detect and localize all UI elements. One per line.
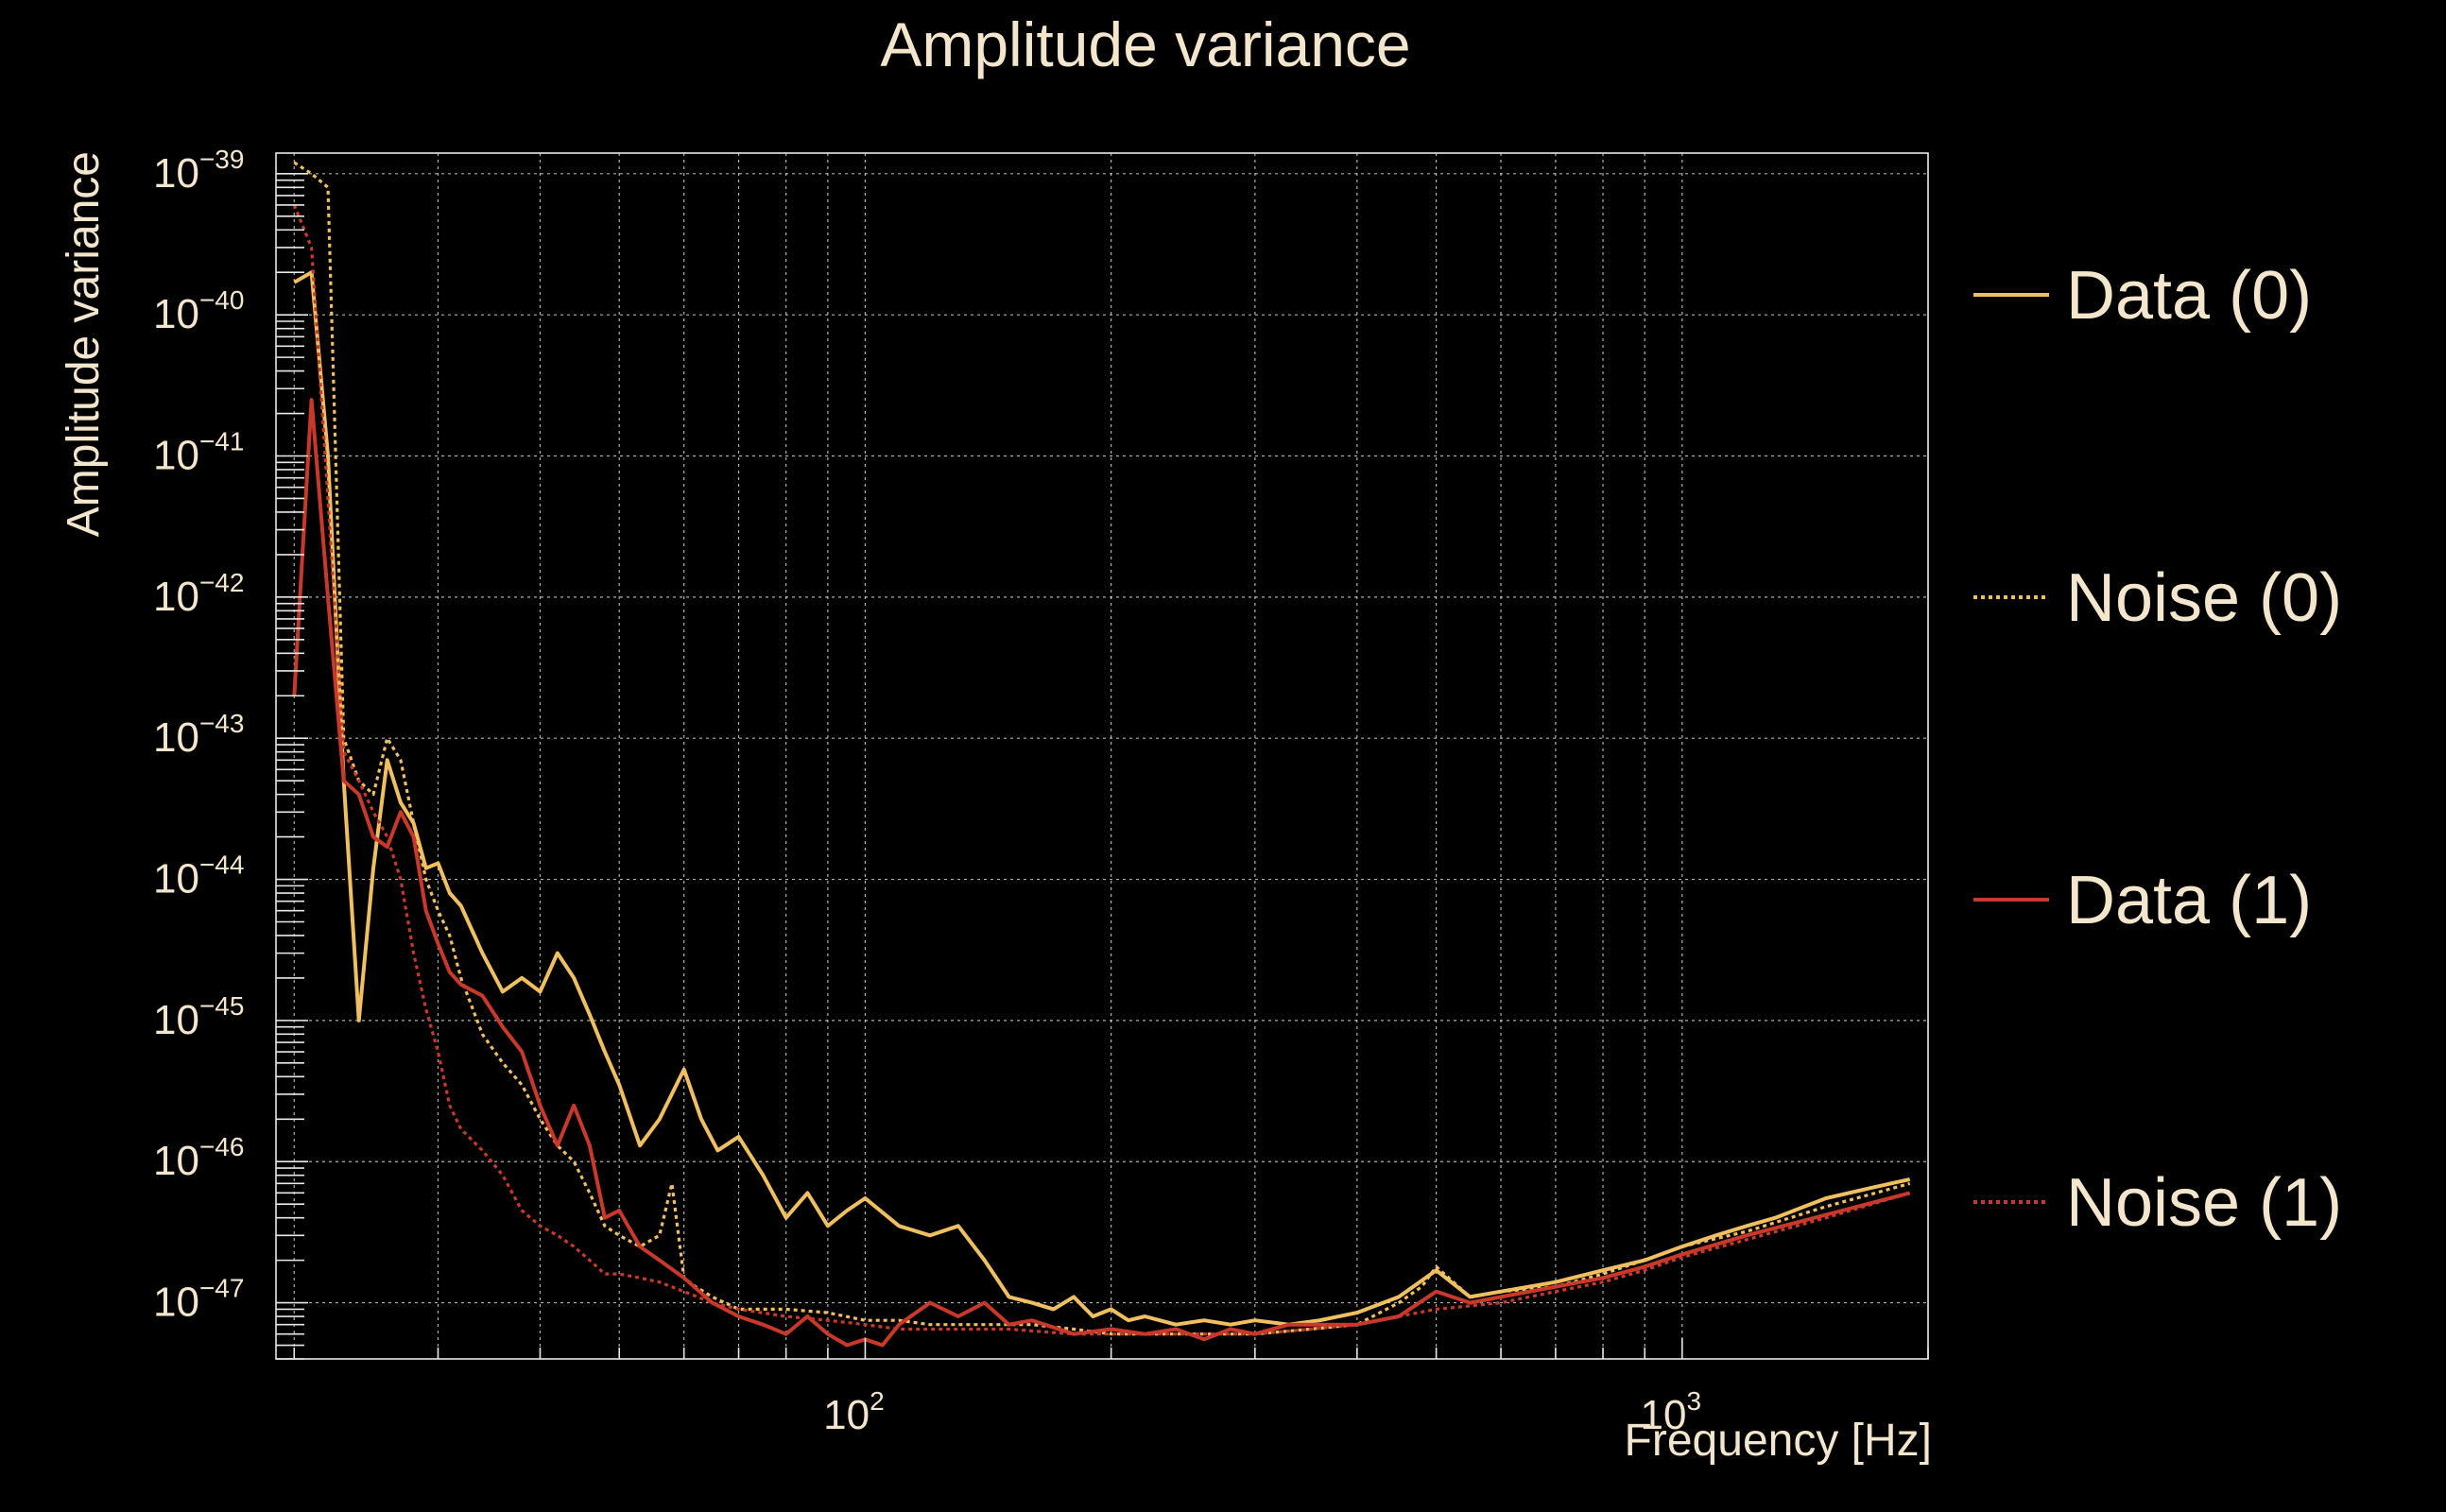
y-tick-label: 10−47 xyxy=(153,1274,244,1326)
series-line-1 xyxy=(293,270,1911,1327)
axis-ticks: 10−39 10−40 10−41 10−42 10−43 10−44 10−45 10−46… xyxy=(153,145,1929,1438)
x-tick-label: 103 xyxy=(1641,1386,1702,1438)
series-line-3 xyxy=(292,398,1911,1348)
y-tick-label: 10−44 xyxy=(153,850,244,902)
y-tick-label: 10−43 xyxy=(153,709,244,761)
plot-area xyxy=(292,161,1911,1348)
y-tick-label: 10−46 xyxy=(153,1132,244,1184)
legend: Data (0) Noise (0) Data (1) Noise (1) xyxy=(1973,258,2342,1241)
grid xyxy=(276,153,1929,1359)
y-axis-label: Amplitude variance xyxy=(59,151,109,537)
series-line-2 xyxy=(293,161,1911,1336)
legend-label: Noise (0) xyxy=(2066,560,2342,636)
legend-label: Data (1) xyxy=(2066,863,2312,938)
y-tick-label: 10−41 xyxy=(153,427,244,479)
plot-frame xyxy=(275,152,1929,1360)
y-tick-label: 10−45 xyxy=(153,991,244,1043)
legend-label: Noise (1) xyxy=(2066,1165,2342,1241)
y-tick-label: 10−39 xyxy=(153,145,244,197)
series-line-4 xyxy=(292,204,1911,1336)
legend-label: Data (0) xyxy=(2066,258,2312,334)
x-axis-label: Frequency [Hz] xyxy=(1625,1416,1932,1466)
y-tick-label: 10−42 xyxy=(153,568,244,620)
x-tick-label: 102 xyxy=(823,1386,885,1438)
y-tick-label: 10−40 xyxy=(153,285,244,337)
chart-title: Amplitude variance xyxy=(880,9,1410,79)
